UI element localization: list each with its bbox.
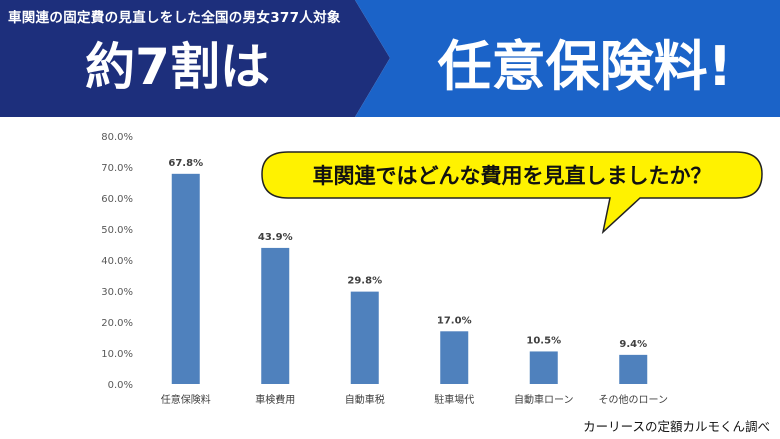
x-category-label: 任意保険料 (161, 393, 211, 406)
headline-left: 約7割は (85, 38, 270, 96)
callout-text: 車関連ではどんな費用を見直しましたか？ (312, 164, 712, 188)
y-tick-label: 10.0% (101, 349, 133, 360)
x-category-label: 自動車税 (345, 393, 385, 406)
y-tick-label: 0.0% (108, 380, 133, 391)
bar-value-label: 9.4% (619, 339, 647, 350)
bar (440, 331, 469, 384)
x-category-label: 車検費用 (255, 393, 295, 406)
x-category-label: 自動車ローン (514, 393, 574, 406)
y-tick-label: 80.0% (101, 132, 133, 143)
banner-left-panel (0, 0, 390, 117)
x-category-label: その他のローン (599, 393, 669, 406)
bar (171, 173, 200, 384)
bar-value-label: 10.5% (526, 335, 561, 346)
y-tick-label: 40.0% (101, 256, 133, 267)
bar (529, 351, 558, 384)
callout-shape (261, 151, 763, 235)
header-banner: 車関連の固定費の見直しをした全国の男女377人対象 約7割は 任意保険料! (0, 0, 780, 117)
bar-value-label: 43.9% (258, 232, 293, 243)
question-callout: 車関連ではどんな費用を見直しましたか？ (258, 148, 766, 235)
survey-subtitle: 車関連の固定費の見直しをした全国の男女377人対象 (8, 10, 341, 26)
y-tick-label: 20.0% (101, 318, 133, 329)
bar-value-label: 17.0% (437, 315, 472, 326)
y-tick-label: 50.0% (101, 225, 133, 236)
bar-value-label: 67.8% (168, 158, 203, 169)
bar-chart: 0.0% 10.0% 20.0% 30.0% 40.0% 50.0% 60.0% 70.0% 8… (101, 132, 669, 406)
bar (261, 247, 290, 384)
y-tick-label: 60.0% (101, 194, 133, 205)
bar (619, 354, 648, 384)
banner-right-panel (355, 0, 780, 117)
bar-value-label: 29.8% (347, 276, 382, 287)
x-category-label: 駐車場代 (434, 393, 474, 406)
bar (350, 291, 379, 384)
y-tick-label: 30.0% (101, 287, 133, 298)
headline-right: 任意保険料! (437, 35, 733, 98)
source-credit: カーリースの定額カルモくん調べ (583, 419, 770, 434)
y-tick-label: 70.0% (101, 163, 133, 174)
